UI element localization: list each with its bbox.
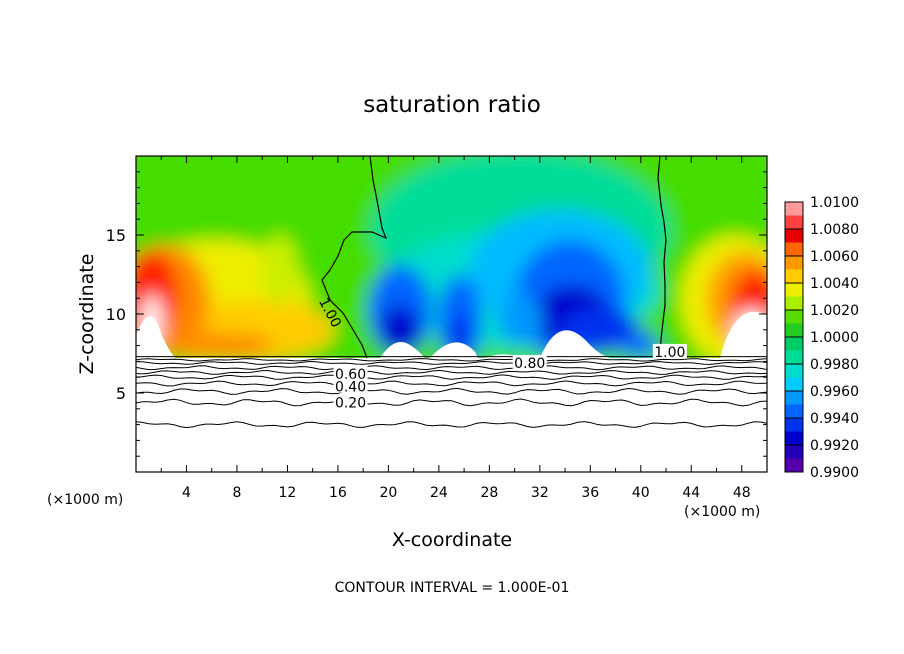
contour-label-bg xyxy=(333,378,368,393)
x-tick-label: 32 xyxy=(531,485,549,501)
y-tick-label: 10 xyxy=(106,305,126,324)
colorbar-swatch xyxy=(785,364,803,378)
colorbar-label: 0.9960 xyxy=(810,384,859,400)
contour-line xyxy=(136,398,767,407)
y-axis-label: Z-coordinate xyxy=(76,254,98,375)
saturation-field xyxy=(136,156,767,358)
colorbar-label: 1.0100 xyxy=(810,195,859,211)
colorbar-swatch xyxy=(785,202,803,216)
colorbar-swatch xyxy=(785,296,803,311)
colorbar-label: 1.0080 xyxy=(810,222,859,238)
x-tick-label: 40 xyxy=(632,485,650,501)
y-tick-label: 15 xyxy=(106,226,126,245)
contour-line xyxy=(136,374,767,380)
contour-line xyxy=(136,360,767,365)
colorbar-swatch xyxy=(785,377,803,392)
x-tick-label: 16 xyxy=(329,485,347,501)
contour-label: 0.20 xyxy=(335,395,366,411)
contour-line xyxy=(136,369,767,375)
colorbar-label: 0.9940 xyxy=(810,411,859,427)
contour-label-bg xyxy=(333,394,368,409)
contour-labels: 1.001.000.800.600.400.20 xyxy=(315,295,687,411)
chart-title: saturation ratio xyxy=(363,92,541,118)
contour-label: 0.40 xyxy=(335,380,366,396)
y-tick-label: 5 xyxy=(116,384,126,403)
x-tick-label: 44 xyxy=(682,485,700,501)
colorbar-swatch xyxy=(785,350,803,365)
x-tick-label: 8 xyxy=(232,485,241,501)
contour-label-bg xyxy=(512,354,547,369)
x-axis: 4 8 12 16 20 24 28 32 36 40 44 48 xyxy=(160,156,751,501)
colorbar-swatch xyxy=(785,391,803,405)
colorbar-label: 0.9980 xyxy=(810,357,859,373)
contour-line xyxy=(136,358,767,362)
colorbar: 1.0100 1.0080 1.0060 1.0040 1.0020 1.0000 0.99… xyxy=(784,195,859,481)
colorbar-swatch xyxy=(785,269,803,284)
x-tick-label: 28 xyxy=(480,485,498,501)
colorbar-label: 1.0060 xyxy=(810,249,859,265)
x-unit-left: (×1000 m) xyxy=(47,492,123,508)
colorbar-swatch xyxy=(785,229,803,243)
colorbar-swatch xyxy=(785,404,803,419)
colorbar-swatch xyxy=(785,256,803,270)
contour-label: 0.80 xyxy=(514,356,545,372)
x-tick-label: 4 xyxy=(182,485,191,501)
y-axis: 5 10 15 xyxy=(106,171,767,457)
colorbar-label: 1.0000 xyxy=(810,330,859,346)
contour-label: 1.00 xyxy=(654,345,685,361)
x-tick-label: 36 xyxy=(581,485,599,501)
contour-1.00-left xyxy=(321,156,388,359)
colorbar-swatch xyxy=(785,418,803,432)
contour-line xyxy=(136,365,767,371)
colorbar-swatch xyxy=(785,215,803,230)
colorbar-label: 1.0040 xyxy=(810,276,859,292)
contour-label-bg xyxy=(652,343,687,358)
colorbar-label: 0.9920 xyxy=(810,438,859,454)
x-tick-label: 24 xyxy=(430,485,448,501)
contour-line xyxy=(136,380,767,387)
colorbar-swatch xyxy=(785,242,803,257)
colorbar-swatch xyxy=(785,337,803,351)
x-unit-right: (×1000 m) xyxy=(684,504,760,520)
plot-area: 1.001.000.800.600.400.20 xyxy=(136,156,767,472)
contour-line xyxy=(136,387,767,395)
lower-contours xyxy=(136,356,767,429)
colorbar-swatch xyxy=(785,431,803,446)
x-tick-label: 12 xyxy=(279,485,297,501)
contour-interval-note: CONTOUR INTERVAL = 1.000E-01 xyxy=(335,580,570,596)
colorbar-swatch xyxy=(785,445,803,459)
colorbar-swatch xyxy=(785,310,803,324)
colorbar-swatch xyxy=(785,458,803,473)
colorbar-swatch xyxy=(785,323,803,338)
colorbar-label: 0.9900 xyxy=(810,465,859,481)
contour-label-bg xyxy=(333,366,368,381)
x-tick-label: 20 xyxy=(379,485,397,501)
x-axis-label: X-coordinate xyxy=(392,529,512,551)
contour-line xyxy=(136,421,767,429)
colorbar-swatch xyxy=(785,283,803,297)
colorbar-label: 1.0020 xyxy=(810,303,859,319)
x-tick-label: 48 xyxy=(733,485,751,501)
contour-1.00-right xyxy=(657,156,667,359)
